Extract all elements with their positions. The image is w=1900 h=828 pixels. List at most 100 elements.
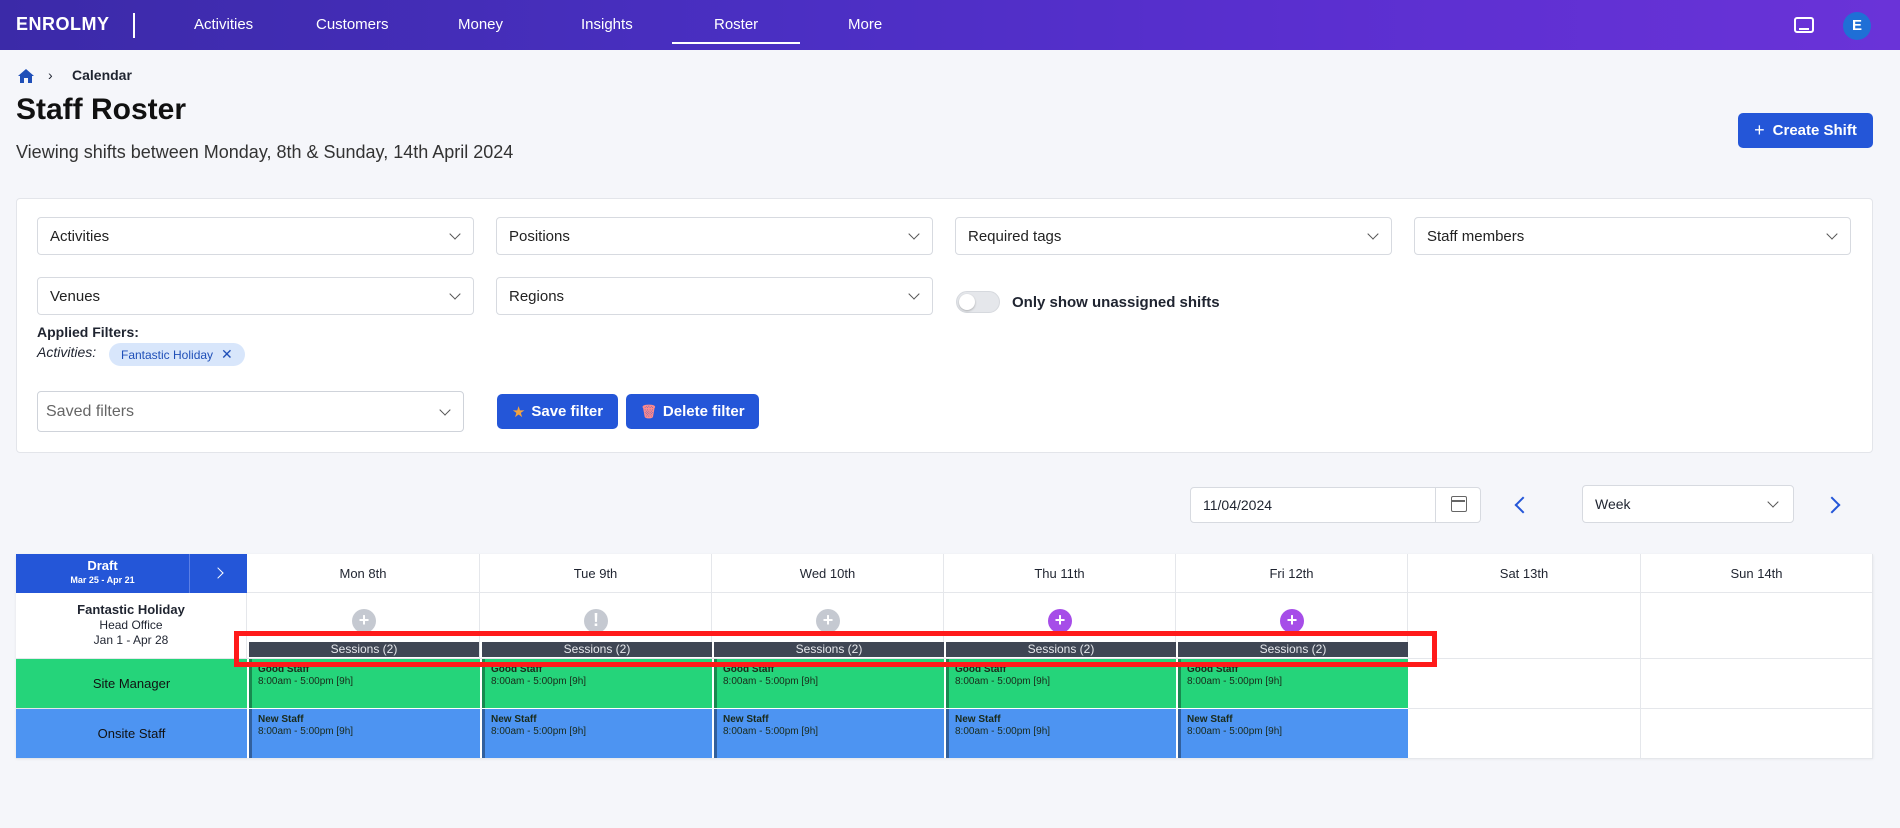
shift-staff-name: Good Staff: [955, 664, 1007, 675]
day-header-tue: Tue 9th: [480, 554, 712, 593]
role-onsite-staff: Onsite Staff: [16, 709, 247, 759]
shift-card[interactable]: New Staff 8:00am - 5:00pm [9h]: [946, 709, 1176, 758]
regions-select-label: Regions: [509, 287, 565, 305]
add-shift-plus-icon[interactable]: +: [816, 609, 840, 633]
shift-card[interactable]: New Staff 8:00am - 5:00pm [9h]: [482, 709, 712, 758]
day-header-sun: Sun 14th: [1641, 554, 1873, 593]
sessions-bar[interactable]: Sessions (2): [249, 642, 479, 657]
view-select[interactable]: Week: [1582, 485, 1794, 523]
chevron-down-icon: [449, 288, 461, 300]
nav-insights[interactable]: Insights: [581, 16, 633, 33]
add-shift-plus-icon[interactable]: +: [1048, 609, 1072, 633]
shift-card[interactable]: New Staff 8:00am - 5:00pm [9h]: [249, 709, 480, 758]
shift-time: 8:00am - 5:00pm [9h]: [955, 676, 1051, 687]
page-title: Staff Roster: [16, 93, 187, 126]
shift-card[interactable]: Good Staff 8:00am - 5:00pm [9h]: [1178, 659, 1408, 708]
staff-members-select[interactable]: Staff members: [1414, 217, 1851, 255]
saved-filters-select[interactable]: Saved filters: [37, 391, 464, 432]
activities-select[interactable]: Activities: [37, 217, 474, 255]
sessions-bar[interactable]: Sessions (2): [482, 642, 712, 657]
venues-select-label: Venues: [50, 287, 101, 305]
enrolmy-logo[interactable]: ENROLMY: [16, 14, 110, 34]
next-week-icon[interactable]: [1823, 496, 1841, 514]
user-avatar[interactable]: E: [1843, 12, 1871, 40]
activity-cell: Fantastic Holiday Head Office Jan 1 - Ap…: [16, 593, 247, 659]
shift-time: 8:00am - 5:00pm [9h]: [491, 726, 587, 737]
day-header-mon: Mon 8th: [247, 554, 480, 593]
shift-time: 8:00am - 5:00pm [9h]: [723, 676, 819, 687]
shift-staff-name: New Staff: [258, 714, 304, 725]
empty-shift-cell[interactable]: [1408, 659, 1641, 709]
sessions-bar[interactable]: Sessions (2): [1178, 642, 1408, 657]
shift-staff-name: Good Staff: [1187, 664, 1239, 675]
breadcrumb-calendar[interactable]: Calendar: [72, 67, 132, 83]
add-shift-plus-icon[interactable]: +: [1280, 609, 1304, 633]
chip-label: Fantastic Holiday: [121, 347, 214, 362]
nav-money[interactable]: Money: [458, 16, 504, 33]
chevron-down-icon: [908, 228, 920, 240]
positions-select[interactable]: Positions: [496, 217, 933, 255]
chevron-down-icon: [1767, 496, 1779, 508]
shift-card[interactable]: Good Staff 8:00am - 5:00pm [9h]: [946, 659, 1176, 708]
chevron-right-icon: ›: [48, 67, 53, 83]
delete-filter-label: Delete filter: [662, 403, 745, 420]
shift-time: 8:00am - 5:00pm [9h]: [1187, 676, 1283, 687]
nav-more[interactable]: More: [848, 16, 883, 33]
activity-day-cell: [1641, 593, 1873, 659]
nav-roster[interactable]: Roster: [714, 16, 759, 33]
activity-day-cell: [1408, 593, 1641, 659]
activity-venue: Head Office: [99, 618, 163, 632]
shift-staff-name: New Staff: [723, 714, 769, 725]
shift-time: 8:00am - 5:00pm [9h]: [258, 676, 354, 687]
nav-activities[interactable]: Activities: [194, 16, 254, 33]
empty-shift-cell[interactable]: [1641, 709, 1873, 759]
role-site-manager: Site Manager: [16, 659, 247, 709]
shift-time: 8:00am - 5:00pm [9h]: [491, 676, 587, 687]
required-tags-select-label: Required tags: [968, 227, 1062, 245]
day-header-thu: Thu 11th: [944, 554, 1176, 593]
staff-members-select-label: Staff members: [1427, 227, 1525, 245]
calendar-icon[interactable]: [1451, 496, 1467, 512]
previous-week-icon[interactable]: [1514, 496, 1532, 514]
applied-activities-label: Activities:: [37, 344, 97, 360]
shift-staff-name: Good Staff: [723, 664, 775, 675]
venues-select[interactable]: Venues: [37, 277, 474, 315]
shift-card[interactable]: Good Staff 8:00am - 5:00pm [9h]: [714, 659, 944, 708]
add-shift-plus-icon[interactable]: +: [352, 609, 376, 633]
chevron-down-icon: [449, 228, 461, 240]
activity-dates: Jan 1 - Apr 28: [93, 633, 169, 647]
delete-filter-button[interactable]: 🗑 Delete filter: [626, 394, 759, 429]
close-icon[interactable]: ✕: [221, 346, 233, 362]
shift-time: 8:00am - 5:00pm [9h]: [1187, 726, 1283, 737]
empty-shift-cell[interactable]: [1641, 659, 1873, 709]
create-shift-label: Create Shift: [1772, 122, 1857, 139]
shift-staff-name: New Staff: [1187, 714, 1233, 725]
add-shift-info-icon[interactable]: !: [584, 609, 608, 633]
required-tags-select[interactable]: Required tags: [955, 217, 1392, 255]
draft-title: Draft: [87, 558, 118, 573]
save-filter-button[interactable]: ★ Save filter: [497, 394, 618, 429]
day-header-sat: Sat 13th: [1408, 554, 1641, 593]
empty-shift-cell[interactable]: [1408, 709, 1641, 759]
shift-card[interactable]: New Staff 8:00am - 5:00pm [9h]: [1178, 709, 1408, 758]
regions-select[interactable]: Regions: [496, 277, 933, 315]
inbox-icon[interactable]: [1794, 17, 1814, 33]
date-input[interactable]: 11/04/2024: [1190, 487, 1481, 523]
sessions-bar[interactable]: Sessions (2): [714, 642, 944, 657]
plus-icon: +: [1754, 120, 1765, 140]
unassigned-shifts-toggle[interactable]: [956, 291, 1000, 313]
draft-period[interactable]: Draft Mar 25 - Apr 21: [16, 554, 189, 593]
nav-customers[interactable]: Customers: [316, 16, 389, 33]
home-icon[interactable]: [17, 68, 35, 84]
trash-icon: 🗑: [640, 403, 657, 419]
shift-card[interactable]: Good Staff 8:00am - 5:00pm [9h]: [482, 659, 712, 708]
create-shift-button[interactable]: + Create Shift: [1738, 113, 1873, 148]
nav-active-indicator: [672, 42, 800, 44]
date-input-divider: [1435, 487, 1436, 523]
positions-select-label: Positions: [509, 227, 570, 245]
shift-card[interactable]: New Staff 8:00am - 5:00pm [9h]: [714, 709, 944, 758]
sessions-bar[interactable]: Sessions (2): [946, 642, 1176, 657]
shift-time: 8:00am - 5:00pm [9h]: [258, 726, 354, 737]
shift-card[interactable]: Good Staff 8:00am - 5:00pm [9h]: [249, 659, 480, 708]
chevron-right-icon[interactable]: [189, 554, 247, 593]
